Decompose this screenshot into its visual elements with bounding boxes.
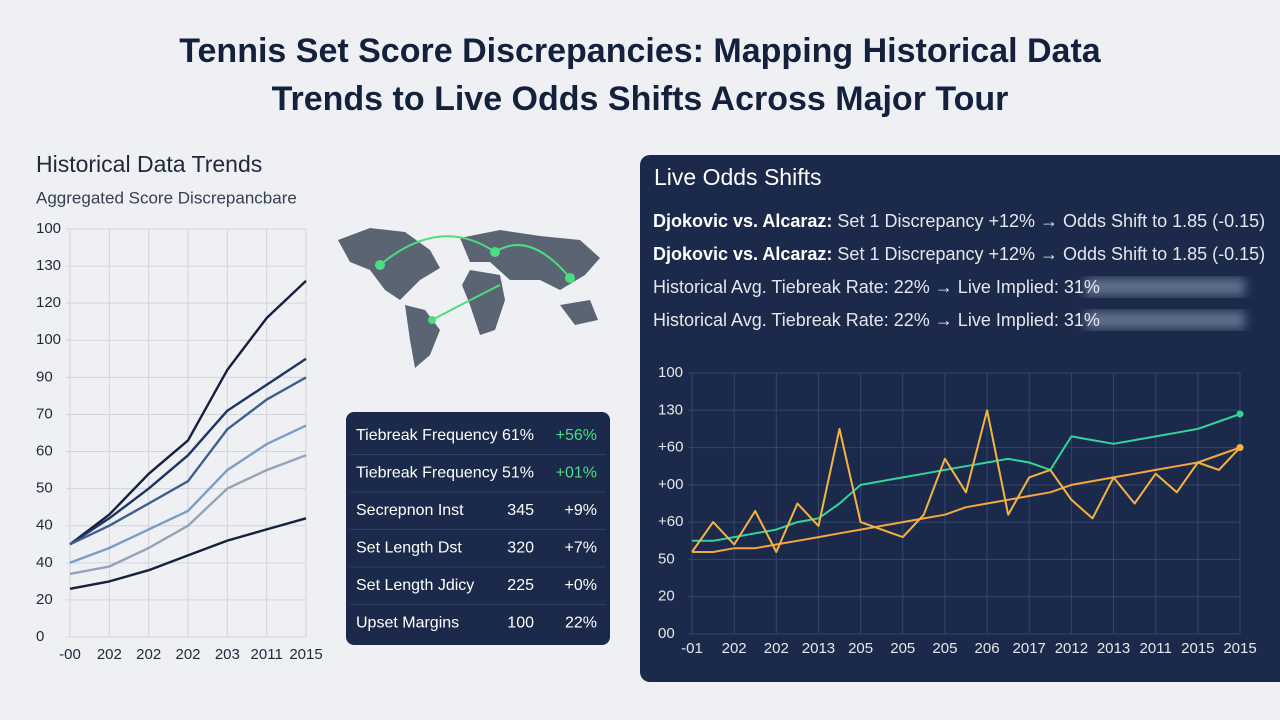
y-tick-label: 50: [658, 550, 675, 567]
x-tick-label: 2011: [251, 646, 283, 663]
panel-subheading: Aggregated Score Discrepancbare: [36, 188, 297, 207]
x-tick-label: -00: [59, 646, 81, 663]
map-land: [338, 228, 440, 300]
x-tick-label: 206: [975, 640, 1000, 657]
y-tick-label: 20: [36, 591, 53, 608]
cell-value: 345: [507, 502, 534, 519]
cell-label: Secrepnon Inst: [356, 502, 464, 519]
map-land: [560, 300, 598, 325]
y-tick-label: 100: [36, 331, 61, 348]
y-tick-label: 60: [36, 443, 53, 460]
title-line: Tennis Set Score Discrepancies: Mapping …: [179, 32, 1102, 70]
series-line: [692, 413, 1241, 542]
x-tick-label: 2015: [1223, 640, 1256, 657]
cell-change: +9%: [565, 502, 597, 519]
x-tick-label: 2012: [1055, 640, 1088, 657]
series-line: [692, 446, 1241, 553]
cell-value: 61%: [502, 427, 534, 444]
cell-label: Tiebreak Frequency: [356, 465, 498, 482]
x-tick-label: 202: [97, 646, 122, 663]
series-line: [69, 424, 307, 564]
x-tick-label: 2013: [1097, 640, 1130, 657]
x-tick-label: 2017: [1013, 640, 1046, 657]
odds-text: Historical Avg. Tiebreak Rate: 22% → Liv…: [653, 310, 1100, 330]
series-line: [69, 376, 307, 546]
cell-value: 320: [507, 540, 534, 557]
odds-text: Set 1 Discrepancy +12% → Odds Shift to 1…: [832, 244, 1265, 264]
blurred-text: [1085, 311, 1245, 329]
y-tick-label: +60: [658, 513, 683, 530]
y-tick-label: 70: [36, 405, 53, 422]
map-dot: [490, 247, 500, 257]
cell-value: 225: [507, 577, 534, 594]
y-tick-label: +60: [658, 439, 683, 456]
line-end-dot: [1236, 410, 1244, 418]
series-line: [691, 409, 1241, 553]
cell-label: Tiebreak Frequency: [356, 427, 498, 444]
cell-value: 51%: [502, 465, 534, 482]
x-tick-label: 202: [175, 646, 200, 663]
series-line: [69, 280, 307, 546]
cell-change: +0%: [565, 577, 597, 594]
cell-label: Upset Margins: [356, 615, 459, 632]
x-tick-label: 205: [890, 640, 915, 657]
map-dot: [375, 260, 385, 270]
series-line: [69, 454, 307, 576]
y-tick-label: 40: [36, 554, 53, 571]
y-tick-label: 130: [36, 257, 61, 274]
title-line: Trends to Live Odds Shifts Across Major …: [272, 80, 1009, 118]
y-tick-label: 130: [658, 401, 683, 418]
odds-line: Historical Avg. Tiebreak Rate: 22% → Liv…: [653, 310, 1100, 330]
cell-change: 22%: [565, 615, 597, 632]
odds-line: Historical Avg. Tiebreak Rate: 22% → Liv…: [653, 277, 1100, 297]
y-tick-label: 100: [36, 220, 61, 237]
odds-line: Djokovic vs. Alcaraz: Set 1 Discrepancy …: [653, 211, 1265, 231]
x-tick-label: 202: [764, 640, 789, 657]
x-tick-label: 2013: [802, 640, 835, 657]
y-tick-label: 50: [36, 480, 53, 497]
cell-label: Set Length Jdicy: [356, 577, 474, 594]
y-tick-label: +00: [658, 476, 683, 493]
y-tick-label: 40: [36, 517, 53, 534]
y-tick-label: 20: [658, 588, 675, 605]
odds-match: Djokovic vs. Alcaraz:: [653, 244, 832, 264]
map-dot: [428, 316, 436, 324]
odds-match: Djokovic vs. Alcaraz:: [653, 211, 832, 231]
cell-label: Set Length Dst: [356, 540, 462, 557]
x-tick-label: 205: [932, 640, 957, 657]
line-end-dot: [1236, 444, 1244, 452]
x-tick-label: 202: [136, 646, 161, 663]
cell-value: 100: [507, 615, 534, 632]
odds-text: Historical Avg. Tiebreak Rate: 22% → Liv…: [653, 277, 1100, 297]
x-tick-label: 2015: [1181, 640, 1214, 657]
series-line: [69, 357, 307, 546]
map-land: [462, 270, 505, 335]
cell-change: +7%: [565, 540, 597, 557]
y-tick-label: 00: [658, 625, 675, 642]
y-tick-label: 90: [36, 368, 53, 385]
x-tick-label: -01: [681, 640, 703, 657]
odds-line: Djokovic vs. Alcaraz: Set 1 Discrepancy …: [653, 244, 1265, 264]
blurred-text: [1085, 278, 1245, 296]
series-line: [69, 517, 307, 590]
map-dot: [565, 273, 575, 283]
world-map: [338, 228, 600, 368]
cell-change: +56%: [556, 427, 597, 444]
live-panel: [640, 155, 1280, 682]
panel-heading: Live Odds Shifts: [654, 164, 821, 190]
odds-text: Set 1 Discrepancy +12% → Odds Shift to 1…: [832, 211, 1265, 231]
cell-change: +01%: [556, 465, 597, 482]
x-tick-label: 2011: [1140, 640, 1172, 657]
x-tick-label: 2015: [289, 646, 322, 663]
x-tick-label: 205: [848, 640, 873, 657]
y-tick-label: 0: [36, 628, 44, 645]
map-land: [460, 230, 600, 290]
panel-heading: Historical Data Trends: [36, 151, 262, 177]
x-tick-label: 203: [215, 646, 240, 663]
x-tick-label: 202: [722, 640, 747, 657]
y-tick-label: 120: [36, 294, 61, 311]
table-panel: [346, 412, 610, 645]
y-tick-label: 100: [658, 364, 683, 381]
